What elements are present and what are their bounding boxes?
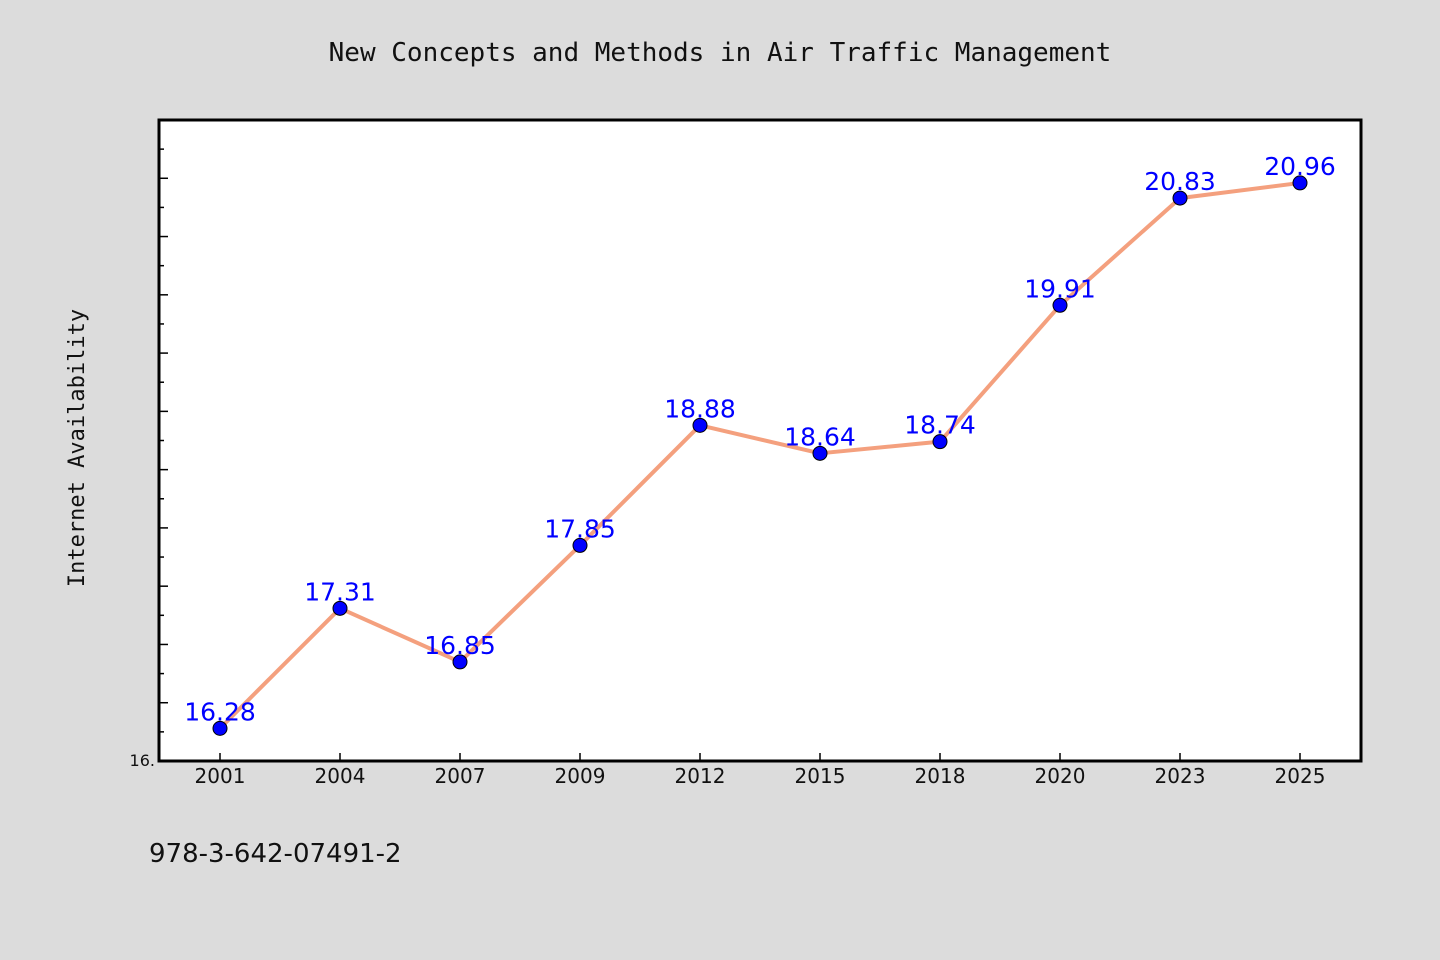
x-tick-label: 2007: [435, 764, 486, 788]
data-point: [932, 434, 948, 450]
x-tick-label: 2023: [1155, 764, 1206, 788]
data-point: [572, 537, 588, 553]
data-label: 18.64: [784, 422, 856, 451]
x-tick-label: 2015: [795, 764, 846, 788]
y-axis-ticks: [159, 119, 168, 762]
data-point: [1292, 175, 1308, 191]
data-point: [812, 445, 828, 461]
data-point: [1052, 297, 1068, 313]
series-markers: [212, 175, 1308, 736]
data-labels: 16.28 17.31 16.85 17.85 18.88 18.64 18.74 19.91…: [184, 152, 1336, 726]
x-axis-ticks: [219, 753, 1301, 761]
data-label: 18.88: [664, 394, 736, 423]
data-label: 16.85: [424, 631, 496, 660]
footnote-isbn: 978-3-642-07491-2: [149, 839, 402, 869]
x-tick-label: 2009: [555, 764, 606, 788]
data-point: [1172, 190, 1188, 206]
y-tick-label: 16.: [130, 751, 155, 770]
y-axis-label: Internet Availability: [65, 309, 90, 587]
x-tick-label: 2004: [315, 764, 366, 788]
series-line: [218, 180, 1301, 730]
chart-title: New Concepts and Methods in Air Traffic …: [329, 38, 1112, 68]
data-label: 20.96: [1264, 152, 1336, 181]
x-tick-label: 2001: [195, 764, 246, 788]
data-label: 20.83: [1144, 167, 1216, 196]
data-point: [332, 600, 348, 616]
data-point: [452, 654, 468, 670]
x-axis-tick-labels: 2001 2004 2007 2009 2012 2015 2018 2020 2023 2025: [195, 764, 1326, 788]
data-point: [212, 720, 228, 736]
data-label: 17.85: [544, 514, 616, 543]
x-tick-label: 2025: [1275, 764, 1326, 788]
data-label: 16.28: [184, 697, 256, 726]
data-label: 18.74: [904, 411, 976, 440]
data-label: 17.31: [304, 577, 376, 606]
x-tick-label: 2020: [1035, 764, 1086, 788]
data-point: [692, 417, 708, 433]
x-tick-label: 2018: [915, 764, 966, 788]
x-tick-label: 2012: [675, 764, 726, 788]
data-label: 19.91: [1024, 274, 1096, 303]
